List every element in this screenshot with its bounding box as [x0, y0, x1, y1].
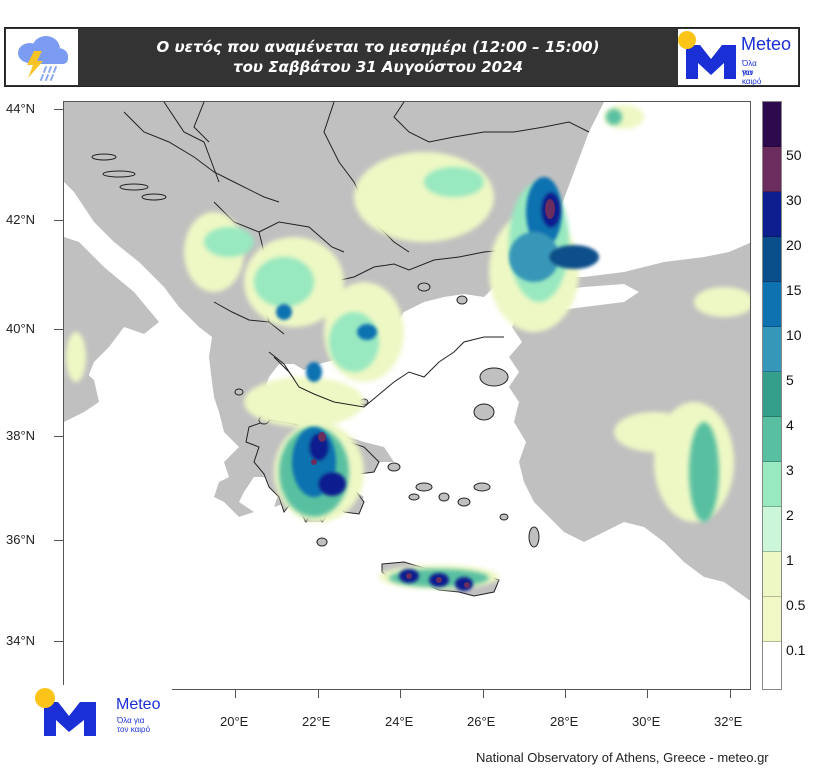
colorbar-label: 30 [786, 192, 802, 208]
colorbar-label: 10 [786, 327, 802, 343]
lat-label-34: 34°N [6, 633, 36, 648]
logo-wordmark: Meteo [116, 696, 161, 713]
colorbar-label: 4 [786, 417, 794, 433]
lat-tick [54, 436, 63, 437]
colorbar-label: 3 [786, 462, 794, 478]
colorbar-segment [763, 462, 781, 507]
colorbar-label: 20 [786, 237, 802, 253]
colorbar-segment [763, 327, 781, 372]
lon-tick [730, 689, 731, 698]
colorbar-segment [763, 147, 781, 192]
lat-label-40: 40°N [6, 321, 36, 336]
meteo-logo: Meteo Όλα για τον καιρό [678, 29, 798, 86]
lon-tick [647, 689, 648, 698]
colorbar-segment [763, 507, 781, 552]
meteo-m-logo-icon [678, 31, 736, 79]
colorbar-segment [763, 237, 781, 282]
credit-text: National Observatory of Athens, Greece -… [476, 750, 769, 765]
colorbar-segment [763, 597, 781, 642]
title-line-1: Ο υετός που αναμένεται το μεσημέρι (12:0… [156, 38, 600, 56]
lon-tick [235, 689, 236, 698]
lon-tick [483, 689, 484, 698]
lat-label-44: 44°N [6, 101, 36, 116]
lat-tick [54, 540, 63, 541]
logo-tagline-2: τον καιρό [117, 725, 151, 734]
lat-label-36: 36°N [6, 532, 36, 547]
lon-tick [318, 689, 319, 698]
forecast-title: Ο υετός που αναμένεται το μεσημέρι (12:0… [81, 28, 675, 86]
lat-tick [54, 109, 63, 110]
title-line-2: του Σαββάτου 31 Αυγούστου 2024 [233, 58, 523, 76]
colorbar-segment [763, 417, 781, 462]
lat-label-42: 42°N [6, 212, 36, 227]
lat-tick [54, 641, 63, 642]
lat-label-38: 38°N [6, 428, 36, 443]
map-canvas [64, 102, 750, 601]
precip-extreme [311, 199, 555, 588]
precipitation-map [63, 101, 751, 690]
colorbar-segment [763, 282, 781, 327]
colorbar-segment [763, 372, 781, 417]
meteo-logo-bottom: Meteo Όλα για τον καιρό [32, 688, 172, 738]
colorbar-segment [763, 192, 781, 237]
logo-tagline-1: Όλα για [742, 59, 757, 77]
colorbar-label: 50 [786, 147, 802, 163]
lat-tick [54, 329, 63, 330]
colorbar-label: 2 [786, 507, 794, 523]
colorbar-label: 1 [786, 552, 794, 568]
colorbar-segment [763, 552, 781, 597]
lon-label-20: 20°E [220, 714, 249, 729]
lon-label-32: 32°E [714, 714, 743, 729]
meteo-m-logo-icon [35, 688, 96, 736]
lon-label-30: 30°E [632, 714, 661, 729]
logo-tagline-1: Όλα για [117, 716, 145, 725]
lon-label-24: 24°E [385, 714, 414, 729]
lon-label-22: 22°E [302, 714, 331, 729]
lon-label-28: 28°E [550, 714, 579, 729]
title-banner: Ο υετός που αναμένεται το μεσημέρι (12:0… [4, 27, 800, 87]
colorbar-label: 5 [786, 372, 794, 388]
land-italy [64, 237, 159, 412]
lon-tick [400, 689, 401, 698]
lat-tick [54, 220, 63, 221]
rain-thunder-cloud-icon [6, 29, 78, 85]
colorbar-label: 15 [786, 282, 802, 298]
colorbar-label: 0.5 [786, 597, 806, 613]
lon-label-26: 26°E [467, 714, 496, 729]
lon-tick [565, 689, 566, 698]
colorbar-segment [763, 642, 781, 689]
precipitation-colorbar [762, 101, 782, 690]
logo-tagline-2: τον καιρό [742, 68, 762, 86]
colorbar-label: 0.1 [786, 642, 806, 658]
logo-wordmark: Meteo [741, 34, 792, 54]
colorbar-segment [763, 102, 781, 147]
